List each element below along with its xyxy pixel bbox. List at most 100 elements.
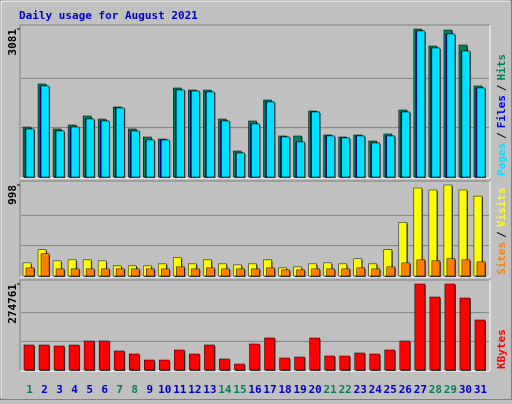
bar: [115, 107, 125, 178]
bar: [38, 344, 50, 371]
bar: [399, 340, 411, 371]
bar: [461, 50, 471, 178]
legend: Pages / Files / Hits: [495, 54, 508, 176]
bar: [40, 85, 50, 178]
bar: [414, 283, 426, 371]
bar: [459, 297, 471, 371]
bar: [161, 139, 170, 178]
legend-separator: /: [495, 132, 508, 139]
legend-entry: Hits: [495, 54, 508, 81]
bar: [339, 355, 350, 371]
bar: [311, 268, 320, 277]
bar: [474, 319, 486, 371]
x-tick-label: 28: [429, 383, 442, 396]
bar: [296, 269, 305, 277]
bar: [296, 141, 305, 178]
bar: [309, 337, 320, 371]
x-tick-label: 20: [309, 383, 322, 396]
bar: [326, 268, 335, 277]
bar: [416, 259, 426, 277]
bar: [266, 267, 275, 277]
x-tick-label: 3: [56, 383, 63, 396]
bar: [113, 350, 125, 371]
bar: [191, 90, 200, 178]
bar: [251, 268, 260, 277]
legend-entry: Pages: [495, 143, 508, 176]
x-tick-label: 22: [339, 383, 352, 396]
x-tick-label: 15: [233, 383, 246, 396]
bar: [266, 101, 275, 178]
x-tick-label: 7: [116, 383, 123, 396]
legend-separator: /: [495, 84, 508, 91]
bar: [70, 126, 80, 178]
legend-entry: Visits: [495, 188, 508, 228]
bar: [70, 268, 80, 277]
bar: [386, 135, 396, 178]
bar: [326, 135, 335, 178]
bar: [53, 345, 65, 371]
bar: [161, 268, 170, 277]
bar: [55, 130, 65, 178]
bar: [431, 47, 441, 178]
bar: [236, 268, 245, 277]
bar: [68, 344, 80, 371]
x-tick-label: 30: [459, 383, 472, 396]
x-tick-label: 2: [41, 383, 48, 396]
bar: [444, 283, 456, 371]
bar: [159, 359, 170, 371]
x-tick-label: 24: [369, 383, 383, 396]
legend: KBytes: [495, 329, 508, 369]
bar: [206, 267, 215, 277]
bar: [100, 268, 110, 277]
bar: [176, 266, 185, 277]
bar: [324, 355, 335, 371]
bar: [174, 349, 185, 371]
y-tick-label: 998: [6, 185, 19, 205]
legend-entry: KBytes: [495, 329, 508, 369]
bar: [176, 89, 185, 178]
bar: [251, 123, 260, 178]
bar: [55, 268, 65, 277]
bar: [476, 87, 486, 178]
bar: [354, 352, 365, 371]
x-tick-label: 31: [474, 383, 488, 396]
y-tick-label: 274761: [6, 284, 19, 324]
bar: [85, 268, 95, 277]
bar: [281, 269, 290, 277]
bar: [25, 267, 35, 277]
bar: [401, 111, 411, 178]
x-tick-label: 18: [278, 383, 291, 396]
bar: [461, 259, 471, 277]
bar: [23, 344, 35, 371]
bar: [249, 343, 260, 371]
bar: [279, 357, 290, 371]
bar: [371, 268, 381, 277]
bar: [281, 136, 290, 178]
bar: [384, 349, 396, 371]
bar: [429, 296, 441, 371]
bar: [476, 261, 486, 277]
bar: [236, 152, 245, 178]
legend: Sites / Visits: [495, 188, 508, 276]
x-tick-label: 17: [263, 383, 276, 396]
x-tick-label: 1: [26, 383, 33, 396]
x-tick-label: 8: [131, 383, 138, 396]
x-tick-label: 4: [71, 383, 78, 396]
chart-title: Daily usage for August 2021: [19, 9, 198, 22]
legend-entry: Sites: [495, 242, 508, 275]
bar: [206, 91, 215, 178]
bar: [146, 268, 155, 277]
bar: [221, 268, 230, 277]
x-tick-label: 25: [384, 383, 397, 396]
bar: [83, 340, 95, 371]
bar: [204, 344, 215, 371]
bar: [219, 358, 230, 371]
x-tick-label: 26: [399, 383, 413, 396]
bar: [341, 137, 350, 178]
bar: [115, 268, 125, 277]
x-tick-label: 13: [203, 383, 216, 396]
bar: [356, 135, 365, 178]
x-tick-label: 19: [293, 383, 306, 396]
x-tick-label: 6: [101, 383, 108, 396]
